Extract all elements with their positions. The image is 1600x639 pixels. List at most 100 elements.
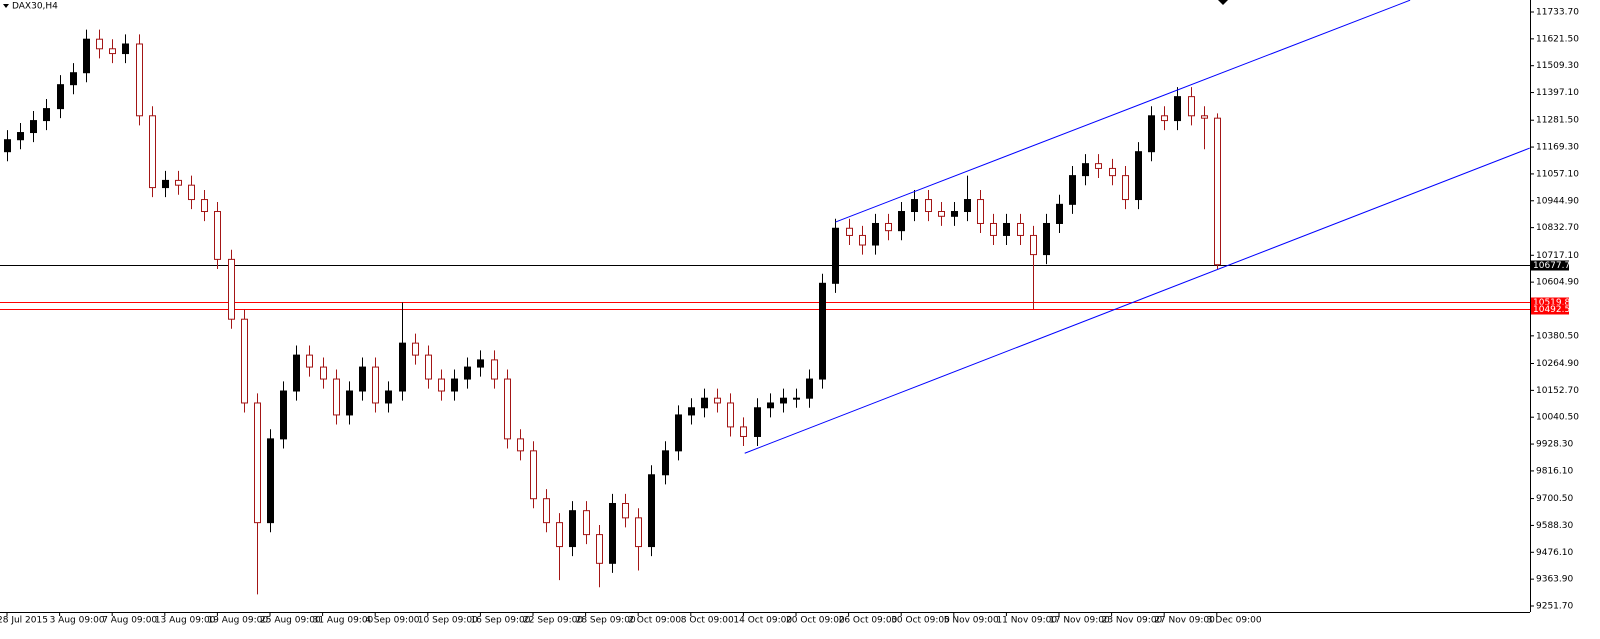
- candle-body: [306, 354, 313, 368]
- y-tick-label: 9588.30: [1536, 521, 1573, 531]
- candle-body: [280, 390, 287, 440]
- x-tick-label: 20 Oct 09:00: [786, 616, 845, 626]
- x-tick-label: 16 Sep 09:00: [470, 616, 530, 626]
- x-tick-label: 30 Oct 09:00: [891, 616, 950, 626]
- candle-body: [188, 184, 195, 201]
- price-label: 10492.53: [1533, 305, 1576, 315]
- candle-body: [885, 222, 892, 232]
- y-tick-label: 10604.90: [1536, 278, 1579, 288]
- candle-body: [1214, 117, 1221, 266]
- candle-body: [846, 227, 853, 236]
- candle-body: [43, 108, 50, 122]
- y-tick-label: 11509.30: [1536, 61, 1579, 71]
- candle-body: [517, 438, 524, 452]
- candle-body: [162, 179, 169, 189]
- candle-body: [1082, 163, 1089, 177]
- x-tick-label: 31 Aug 09:00: [313, 616, 374, 626]
- symbol-menu-arrow[interactable]: [3, 4, 9, 8]
- x-tick-label: 27 Nov 09:00: [1154, 616, 1215, 626]
- y-tick-label: 10944.90: [1536, 196, 1579, 206]
- y-tick-label: 11281.50: [1536, 116, 1579, 126]
- y-tick-label: 10832.70: [1536, 223, 1579, 233]
- x-tick-label: 10 Sep 09:00: [418, 616, 478, 626]
- x-tick-label: 17 Nov 09:00: [1049, 616, 1110, 626]
- candle-body: [425, 354, 432, 380]
- candle-body: [438, 378, 445, 392]
- x-tick-label: 25 Aug 09:00: [260, 616, 321, 626]
- candle-body: [17, 132, 24, 141]
- candle-body: [977, 199, 984, 224]
- candle-body: [1201, 115, 1208, 119]
- candle-body: [925, 199, 932, 213]
- y-tick-label: 11057.10: [1536, 169, 1579, 179]
- candle-body: [648, 474, 655, 548]
- y-tick-label: 10717.10: [1536, 251, 1579, 261]
- candle-body: [1174, 96, 1181, 122]
- candle-body: [504, 378, 511, 440]
- candle-body: [83, 38, 90, 74]
- x-tick-label: 26 Oct 09:00: [839, 616, 898, 626]
- x-tick-label: 11 Nov 09:00: [996, 616, 1057, 626]
- candle-body: [569, 510, 576, 548]
- candle-body: [372, 366, 379, 404]
- candle-body: [267, 438, 274, 524]
- candle-body: [543, 498, 550, 524]
- candle-body: [701, 397, 708, 409]
- candle-body: [122, 43, 129, 55]
- candle-body: [872, 222, 879, 246]
- candle-body: [583, 510, 590, 536]
- price-label-bg: [1531, 304, 1569, 315]
- candle-body: [4, 139, 11, 153]
- candle-body: [1122, 175, 1129, 201]
- candle-body: [57, 84, 64, 110]
- y-tick-label: 11733.70: [1536, 7, 1579, 17]
- price-label: 10677.70: [1533, 261, 1576, 271]
- candle-body: [30, 120, 37, 134]
- candle-body: [1069, 175, 1076, 205]
- candle-body: [477, 359, 484, 368]
- x-tick-label: 4 Sep 09:00: [365, 616, 420, 626]
- y-tick-label: 9251.70: [1536, 601, 1573, 611]
- x-tick-label: 22 Sep 09:00: [523, 616, 583, 626]
- price-label-bg: [1531, 260, 1569, 271]
- candle-body: [320, 366, 327, 380]
- chart-title: DAX30,H4: [12, 2, 58, 12]
- candle-body: [714, 397, 721, 404]
- x-tick-label: 14 Oct 09:00: [733, 616, 792, 626]
- candle-body: [1109, 167, 1116, 177]
- y-tick-label: 11397.10: [1536, 88, 1579, 98]
- price-label: 10519.88: [1533, 298, 1576, 308]
- x-tick-label: 3 Aug 09:00: [50, 616, 105, 626]
- candle-body: [556, 522, 563, 548]
- plot-area: [0, 0, 1530, 595]
- candle-body: [214, 211, 221, 260]
- x-tick-label: 8 Oct 09:00: [681, 616, 734, 626]
- candle-body: [1017, 222, 1024, 236]
- y-tick-label: 11169.30: [1536, 143, 1579, 153]
- candle-body: [136, 43, 143, 117]
- candle-body: [175, 179, 182, 186]
- candle-body: [740, 426, 747, 437]
- candle-body: [819, 282, 826, 380]
- candle-body: [412, 342, 419, 356]
- candle-body: [859, 234, 866, 246]
- x-tick-label: 3 Dec 09:00: [1207, 616, 1262, 626]
- y-tick-label: 9928.30: [1536, 440, 1573, 450]
- x-tick-label: 28 Sep 09:00: [576, 616, 636, 626]
- candle-body: [1095, 163, 1102, 169]
- y-tick-label: 10264.90: [1536, 359, 1579, 369]
- candle-body: [228, 258, 235, 320]
- candle-body: [346, 390, 353, 416]
- candle-body: [149, 115, 156, 189]
- candle-body: [241, 318, 248, 404]
- candle-body: [622, 502, 629, 519]
- y-tick-label: 9363.90: [1536, 575, 1573, 585]
- candle-body: [688, 407, 695, 416]
- candle-body: [1188, 96, 1195, 117]
- x-tick-label: 28 Jul 2015: [0, 616, 48, 626]
- candle-body: [898, 211, 905, 232]
- x-tick-label: 5 Nov 09:00: [944, 616, 999, 626]
- candle-body: [951, 211, 958, 217]
